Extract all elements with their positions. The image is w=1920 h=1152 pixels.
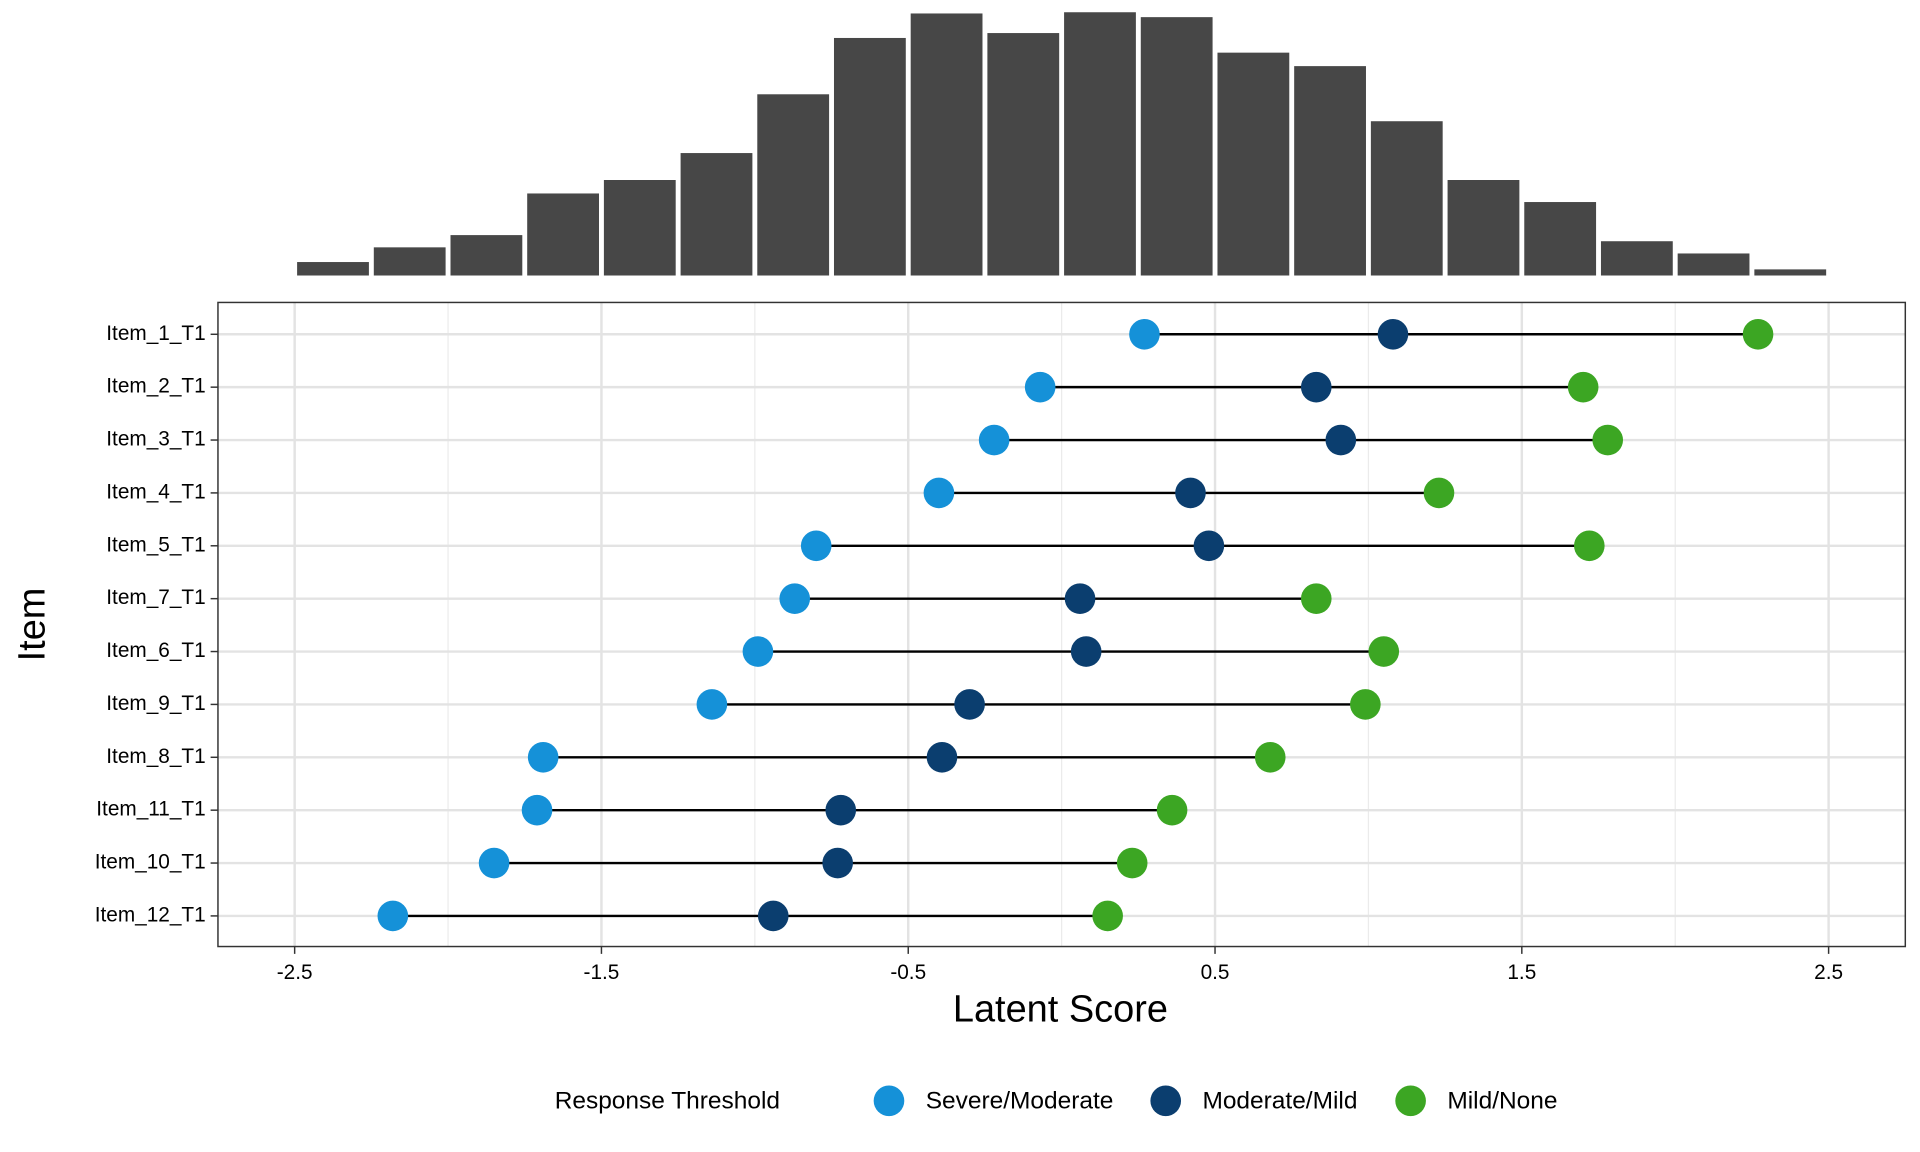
x-tick-label: -2.5 [277, 961, 313, 984]
x-tick-label: 2.5 [1814, 961, 1843, 984]
point [800, 530, 832, 562]
point [923, 477, 955, 509]
y-tick-label: Item_11_T1 [96, 798, 205, 821]
point [1423, 477, 1455, 509]
y-axis-title: Item [11, 588, 53, 662]
point [1064, 583, 1096, 614]
point [954, 689, 985, 720]
histogram-bar [1600, 241, 1673, 276]
point [1024, 371, 1056, 403]
histogram-bar [987, 33, 1060, 276]
y-tick-label: Item_3_T1 [106, 428, 205, 451]
histogram-bar [603, 180, 676, 276]
y-tick-label: Item_12_T1 [95, 903, 206, 926]
histogram-bar [1370, 121, 1443, 276]
marks [297, 12, 1827, 932]
point [377, 900, 409, 932]
point [1193, 530, 1225, 562]
x-axis-title: Latent Score [953, 988, 1168, 1030]
x-tick-label: 0.5 [1201, 961, 1230, 984]
legend-label: Severe/Moderate [926, 1088, 1114, 1115]
point [1070, 636, 1102, 667]
histogram-bar [910, 13, 983, 276]
x-tick-label: -1.5 [584, 961, 620, 984]
histogram-bar [527, 193, 599, 276]
y-tick-label: Item_5_T1 [106, 533, 205, 556]
histogram-bar [297, 262, 369, 276]
point [1377, 318, 1409, 350]
point [1300, 371, 1332, 403]
point [1574, 530, 1605, 562]
legend-swatch [1150, 1085, 1182, 1117]
point [696, 689, 728, 720]
point [1567, 371, 1599, 403]
point [926, 741, 958, 773]
y-tick-label: Item_8_T1 [106, 745, 205, 768]
histogram-bar [1677, 253, 1750, 276]
histogram-bar [1294, 66, 1366, 276]
point [1742, 318, 1774, 350]
y-tick-label: Item_1_T1 [106, 322, 205, 345]
histogram-bar [1064, 12, 1136, 276]
legend-label: Moderate/Mild [1202, 1088, 1357, 1115]
point [825, 794, 857, 826]
point [1254, 741, 1286, 773]
histogram-bar [757, 94, 830, 276]
point [1368, 636, 1400, 667]
point [1129, 318, 1160, 350]
y-tick-label: Item_10_T1 [95, 851, 206, 874]
legend-label: Mild/None [1447, 1088, 1557, 1115]
point [1592, 424, 1624, 456]
point [1300, 583, 1332, 614]
point [1350, 689, 1381, 720]
histogram-bar [1447, 180, 1520, 276]
point [521, 794, 553, 826]
point [527, 741, 559, 773]
point [757, 900, 789, 932]
histogram-bar [373, 247, 446, 276]
point [1156, 794, 1188, 826]
point [1325, 424, 1357, 456]
panel-border [217, 301, 1907, 948]
point [1116, 847, 1148, 879]
legend-swatch [1395, 1085, 1426, 1117]
legend-swatch [873, 1085, 905, 1117]
point [742, 636, 774, 667]
histogram-bar [1140, 17, 1213, 276]
histogram-bar [1217, 52, 1290, 276]
point [478, 847, 510, 879]
legend-title: Response Threshold [555, 1088, 780, 1115]
x-tick-label: -0.5 [890, 961, 926, 984]
y-tick-label: Item_4_T1 [106, 480, 205, 503]
y-tick-label: Item_7_T1 [106, 586, 205, 609]
point [822, 847, 853, 879]
x-tick-label: 1.5 [1507, 961, 1536, 984]
y-tick-label: Item_2_T1 [106, 375, 205, 398]
point [1092, 900, 1123, 932]
histogram-bar [450, 235, 523, 276]
y-tick-label: Item_6_T1 [106, 639, 205, 662]
histogram-bar [1524, 202, 1597, 276]
histogram-bar [833, 37, 906, 276]
point [779, 583, 811, 614]
histogram-bar [680, 153, 753, 276]
point [978, 424, 1010, 456]
point [1175, 477, 1206, 509]
histogram-bar [1754, 269, 1827, 276]
y-tick-label: Item_9_T1 [106, 692, 205, 715]
